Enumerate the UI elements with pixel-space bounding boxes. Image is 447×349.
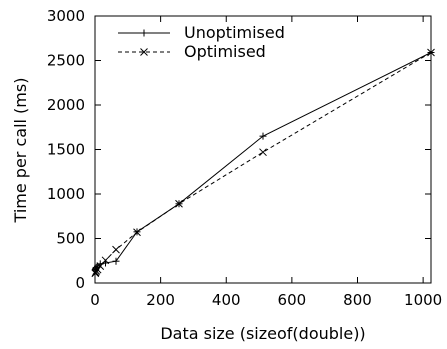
y-tick-label: 1000 bbox=[47, 185, 85, 203]
x-axis-label: Data size (sizeof(double)) bbox=[160, 324, 365, 343]
data-point-unoptimised bbox=[259, 132, 267, 140]
axis-tick-labels: 0 200 400 600 800 1000 0 500 1000 1500 2000 2500 300… bbox=[47, 7, 442, 309]
x-tick-label: 600 bbox=[278, 291, 307, 309]
series-line-optimised bbox=[94, 52, 432, 274]
data-point-optimised bbox=[112, 245, 120, 254]
y-axis-label: Time per call (ms) bbox=[11, 78, 30, 224]
data-point-optimised bbox=[101, 256, 110, 265]
legend-label: Optimised bbox=[184, 42, 266, 61]
data-point-optimised bbox=[427, 48, 435, 57]
x-tick-label: 1000 bbox=[404, 291, 442, 309]
series-optimised bbox=[91, 48, 435, 278]
legend-label: Unoptimised bbox=[184, 23, 285, 42]
y-tick-label: 500 bbox=[56, 230, 85, 248]
data-point-optimised bbox=[133, 228, 141, 237]
x-tick-label: 800 bbox=[343, 291, 372, 309]
y-tick-label: 2500 bbox=[47, 52, 85, 70]
axis-ticks bbox=[94, 15, 431, 284]
y-tick-label: 0 bbox=[75, 274, 85, 292]
legend-entry-unoptimised: Unoptimised bbox=[118, 23, 285, 42]
legend-marker bbox=[140, 29, 148, 37]
x-tick-label: 200 bbox=[146, 291, 175, 309]
y-tick-label: 3000 bbox=[47, 7, 85, 25]
legend-entry-optimised: Optimised bbox=[118, 42, 266, 61]
series-layer bbox=[91, 48, 435, 278]
data-point-optimised bbox=[93, 265, 102, 274]
x-tick-label: 400 bbox=[212, 291, 241, 309]
data-point-unoptimised bbox=[112, 257, 120, 265]
series-line-unoptimised bbox=[94, 52, 432, 270]
data-point-optimised bbox=[259, 148, 267, 157]
series-unoptimised bbox=[91, 48, 435, 274]
x-tick-label: 0 bbox=[90, 291, 100, 309]
y-tick-label: 1500 bbox=[47, 141, 85, 159]
y-tick-label: 2000 bbox=[47, 96, 85, 114]
data-point-optimised bbox=[175, 199, 183, 208]
legend-marker bbox=[140, 48, 148, 56]
